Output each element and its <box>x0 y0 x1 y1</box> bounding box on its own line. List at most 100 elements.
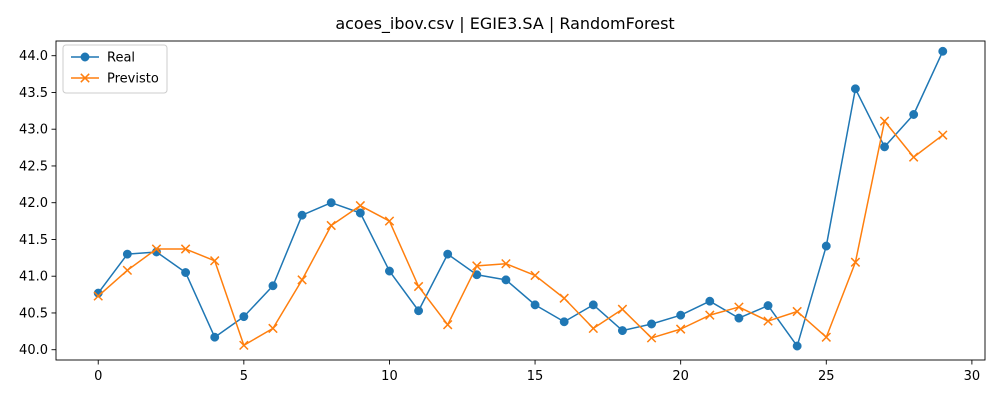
data-point-previsto <box>384 216 395 226</box>
y-tick-label: 42.0 <box>19 196 48 211</box>
marker-stroke <box>879 116 890 126</box>
data-point-real <box>763 301 773 311</box>
marker-stroke <box>675 324 686 334</box>
data-point-previsto <box>938 130 948 140</box>
legend-marker-real <box>80 52 90 62</box>
x-axis: 0 5 10 15 20 25 30 <box>94 360 980 384</box>
marker-stroke <box>617 304 628 315</box>
data-point-real <box>501 275 511 285</box>
x-tick-label: 15 <box>527 369 544 384</box>
marker-stroke <box>180 244 191 254</box>
data-point-real <box>297 210 307 220</box>
data-point-real <box>559 317 569 327</box>
marker-stroke <box>501 258 511 269</box>
data-point-real <box>268 281 278 291</box>
marker-stroke <box>646 333 657 343</box>
data-point-real <box>414 306 424 316</box>
data-point-previsto <box>646 333 657 343</box>
x-tick-label: 20 <box>672 369 689 384</box>
data-point-previsto <box>821 332 832 342</box>
legend-marker-previsto <box>80 73 90 83</box>
data-point-previsto <box>734 302 744 312</box>
series-real <box>93 46 948 351</box>
data-point-real <box>938 46 948 56</box>
data-point-previsto <box>442 319 453 330</box>
x-tick-label: 30 <box>964 369 981 384</box>
data-point-previsto <box>268 323 278 334</box>
series-line-real <box>97 50 944 347</box>
data-point-previsto <box>326 220 336 231</box>
x-tick-label: 0 <box>94 369 102 384</box>
data-point-real <box>443 249 453 259</box>
data-point-real <box>880 142 889 152</box>
marker-stroke <box>413 281 424 292</box>
marker-stroke <box>705 310 715 320</box>
legend-label-previsto: Previsto <box>107 72 159 87</box>
y-tick-label: 42.5 <box>19 159 48 174</box>
data-point-previsto <box>617 304 628 315</box>
marker-stroke <box>80 73 90 83</box>
marker-stroke <box>442 319 453 330</box>
marker-stroke <box>93 291 103 301</box>
marker-stroke <box>559 293 569 303</box>
marker-stroke <box>588 323 599 334</box>
data-point-previsto <box>675 324 686 334</box>
marker-stroke <box>530 270 540 281</box>
marker-stroke <box>850 257 861 267</box>
data-point-previsto <box>239 340 249 351</box>
marker-stroke <box>326 220 336 231</box>
axes-frame <box>55 40 986 361</box>
x-tick-label: 5 <box>240 369 248 384</box>
data-point-previsto <box>559 293 569 303</box>
marker-stroke <box>384 216 395 226</box>
series-previsto <box>93 116 948 351</box>
marker-stroke <box>472 261 482 271</box>
data-point-previsto <box>413 281 424 292</box>
data-point-real <box>588 300 598 310</box>
data-point-real <box>647 319 657 329</box>
data-point-previsto <box>151 244 162 254</box>
y-tick-label: 40.5 <box>19 306 48 321</box>
marker-stroke <box>122 265 133 276</box>
marker-stroke <box>209 256 220 266</box>
data-point-real <box>326 198 336 208</box>
marker-stroke <box>938 130 948 140</box>
marker-stroke <box>355 200 366 211</box>
data-point-real <box>617 326 627 336</box>
data-point-previsto <box>850 257 861 267</box>
legend-item-real: Real <box>71 51 135 66</box>
data-point-real <box>181 268 191 277</box>
data-point-previsto <box>180 244 191 254</box>
data-point-real <box>530 300 540 310</box>
data-point-real <box>210 332 220 342</box>
y-tick-label: 41.0 <box>19 270 48 285</box>
legend-item-previsto: Previsto <box>71 72 159 87</box>
data-point-previsto <box>530 270 540 281</box>
data-point-real <box>850 84 860 94</box>
marker-stroke <box>908 152 919 162</box>
marker-stroke <box>734 302 744 312</box>
data-point-previsto <box>908 152 919 162</box>
marker-stroke <box>792 306 802 317</box>
data-point-previsto <box>879 116 890 126</box>
data-point-previsto <box>297 275 307 285</box>
y-tick-label: 41.5 <box>19 233 48 248</box>
x-tick-label: 25 <box>818 369 835 384</box>
data-point-real <box>792 341 802 351</box>
legend: Real Previsto <box>62 44 168 94</box>
data-point-previsto <box>122 265 133 276</box>
marker-stroke <box>239 340 249 351</box>
plot-area <box>55 40 986 361</box>
data-point-real <box>239 312 249 322</box>
data-point-real <box>705 296 715 306</box>
data-point-previsto <box>501 258 511 269</box>
y-axis: 40.0 40.5 41.0 41.5 42.0 42.5 43.0 43.5 44.0 <box>19 49 56 358</box>
data-point-previsto <box>93 291 103 301</box>
chart-title: acoes_ibov.csv | EGIE3.SA | RandomForest <box>335 14 674 34</box>
data-point-real <box>355 208 365 218</box>
data-point-previsto <box>763 316 773 326</box>
marker-stroke <box>821 332 832 342</box>
data-point-previsto <box>209 256 220 266</box>
